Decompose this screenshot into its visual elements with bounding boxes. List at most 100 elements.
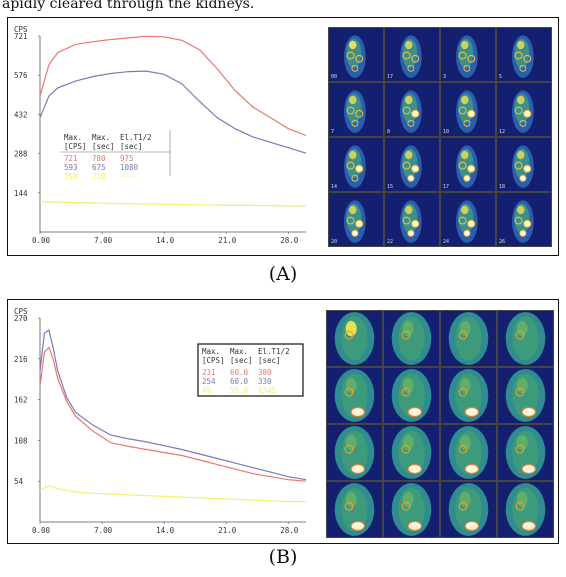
scintigraphy-frame: [327, 425, 382, 480]
legend-header: [sec]: [258, 356, 281, 365]
legend-value: 55.0: [230, 386, 249, 395]
legend-header: [sec]: [92, 142, 115, 151]
hotspot: [402, 377, 414, 394]
legend-value: 675: [92, 163, 106, 172]
roi-circle: [458, 330, 468, 340]
scintigraphy-frame: [498, 425, 553, 480]
x-tick-label: 0.00: [32, 526, 51, 535]
roi-circle: [402, 161, 411, 170]
frame-time-label: 17: [443, 184, 450, 190]
hotspot: [402, 320, 414, 337]
panel-label-a: (A): [268, 263, 298, 285]
hotspot: [348, 150, 357, 160]
hotspot: [516, 95, 525, 105]
frame-image: [334, 312, 375, 365]
y-tick-label: 576: [14, 71, 28, 80]
frame-time-label: 8: [387, 129, 391, 135]
y-axis-label: CPS: [14, 25, 28, 34]
roi-circle: [407, 174, 415, 182]
hotspot: [516, 150, 525, 160]
roi-circle: [355, 54, 364, 63]
bladder-hotspot: [407, 521, 422, 531]
hotspot: [516, 40, 525, 50]
roi-circle: [407, 229, 415, 237]
frame-image: [391, 312, 432, 365]
legend-value: 1080: [120, 163, 139, 172]
scintigraphy-frame: 12: [497, 83, 551, 136]
hotspot: [459, 377, 471, 394]
scintigraphy-frame: 3: [441, 28, 495, 81]
frame-time-label: 26: [499, 239, 506, 245]
roi-circle: [346, 216, 355, 225]
hotspot: [459, 434, 471, 451]
frame-image: [505, 369, 546, 422]
legend-value: 330: [258, 377, 272, 386]
hotspot: [404, 95, 413, 105]
bladder-hotspot: [350, 521, 365, 531]
roi-circle: [401, 387, 411, 397]
roi-circle: [351, 64, 359, 72]
legend-value: 198: [64, 172, 78, 181]
hotspot: [402, 434, 414, 451]
frame-image: [448, 312, 489, 365]
x-tick-label: 7.00: [94, 526, 113, 535]
legend-header: [sec]: [230, 356, 253, 365]
y-tick-label: 216: [14, 355, 28, 364]
legend-header: [CPS]: [202, 356, 225, 365]
roi-circle: [458, 51, 467, 60]
scintigraphy-frame: [498, 482, 553, 537]
legend-header: Max.: [230, 347, 248, 356]
y-tick-label: 162: [14, 396, 28, 405]
y-tick-label: 54: [14, 477, 24, 486]
roi-circle: [515, 444, 525, 454]
scintigraphy-frame: 15: [385, 138, 439, 191]
frame-time-label: 5: [499, 74, 503, 80]
hotspot: [345, 491, 357, 508]
x-tick-label: 28.0: [280, 526, 299, 535]
legend-header: El.T1/2: [120, 133, 152, 142]
frame-image: [400, 90, 422, 133]
hotspot: [459, 491, 471, 508]
frame-image: [344, 90, 366, 133]
roi-circle: [514, 216, 523, 225]
panel-a: CPS 721 576 432 288 144 0.00 7.00 14.0 21.0 28.0 Ma…: [7, 17, 559, 256]
roi-circle: [463, 119, 471, 127]
roi-circle: [458, 501, 468, 511]
panel-label-b: (B): [268, 546, 298, 568]
hotspot: [345, 320, 357, 337]
roi-circle: [458, 387, 468, 397]
roi-circle: [344, 444, 354, 454]
roi-circle: [515, 387, 525, 397]
scintigraphy-frame: [327, 368, 382, 423]
frame-image: [505, 312, 546, 365]
bladder-hotspot: [350, 407, 365, 417]
frame-time-label: 12: [499, 129, 506, 135]
frame-time-label: 24: [443, 239, 450, 245]
frame-image: [334, 369, 375, 422]
roi-circle: [351, 174, 359, 182]
scintigraphy-image-grid-a: 00 17 3 5 7 8 10 12 14 15 17 18 20 22 24 26: [328, 27, 552, 247]
series-line-blue: [39, 329, 307, 481]
legend-value: 380: [258, 368, 272, 377]
hotspot: [460, 150, 469, 160]
roi-circle: [463, 174, 471, 182]
bladder-hotspot: [464, 521, 479, 531]
series-line-red: [39, 35, 307, 137]
scintigraphy-frame: [498, 368, 553, 423]
frame-image: [505, 483, 546, 536]
scintigraphy-frame: 20: [329, 193, 383, 246]
frame-time-label: 7: [331, 129, 335, 135]
roi-circle: [458, 216, 467, 225]
roi-circle: [401, 444, 411, 454]
legend-box: [197, 343, 304, 397]
roi-circle: [344, 501, 354, 511]
y-tick-label: 270: [14, 314, 28, 323]
roi-circle: [523, 219, 532, 228]
frame-image: [512, 200, 534, 243]
frame-image: [448, 426, 489, 479]
scintigraphy-frame: 17: [441, 138, 495, 191]
hotspot: [402, 491, 414, 508]
roi-circle: [514, 51, 523, 60]
scintigraphy-frame: 17: [385, 28, 439, 81]
